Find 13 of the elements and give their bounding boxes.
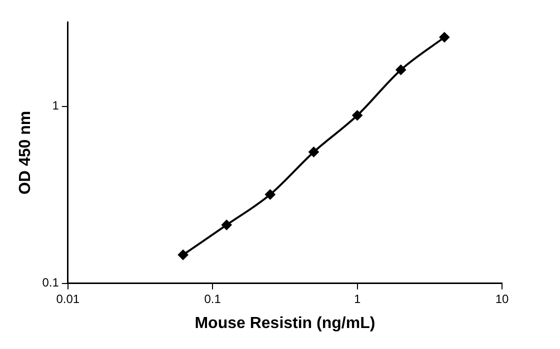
x-tick-label: 10 [495,292,509,306]
y-axis-title: OD 450 nm [17,110,34,194]
x-axis-title: Mouse Resistin (ng/mL) [194,314,376,332]
point [439,32,450,42]
point [308,146,319,157]
point [396,64,406,75]
x-tick-label: 0.1 [204,292,222,306]
point [222,220,232,230]
x-tick-label: 1 [354,292,361,306]
x-tick-label: 0.01 [56,292,80,306]
point [352,110,362,120]
point [178,250,188,260]
point [265,189,276,200]
